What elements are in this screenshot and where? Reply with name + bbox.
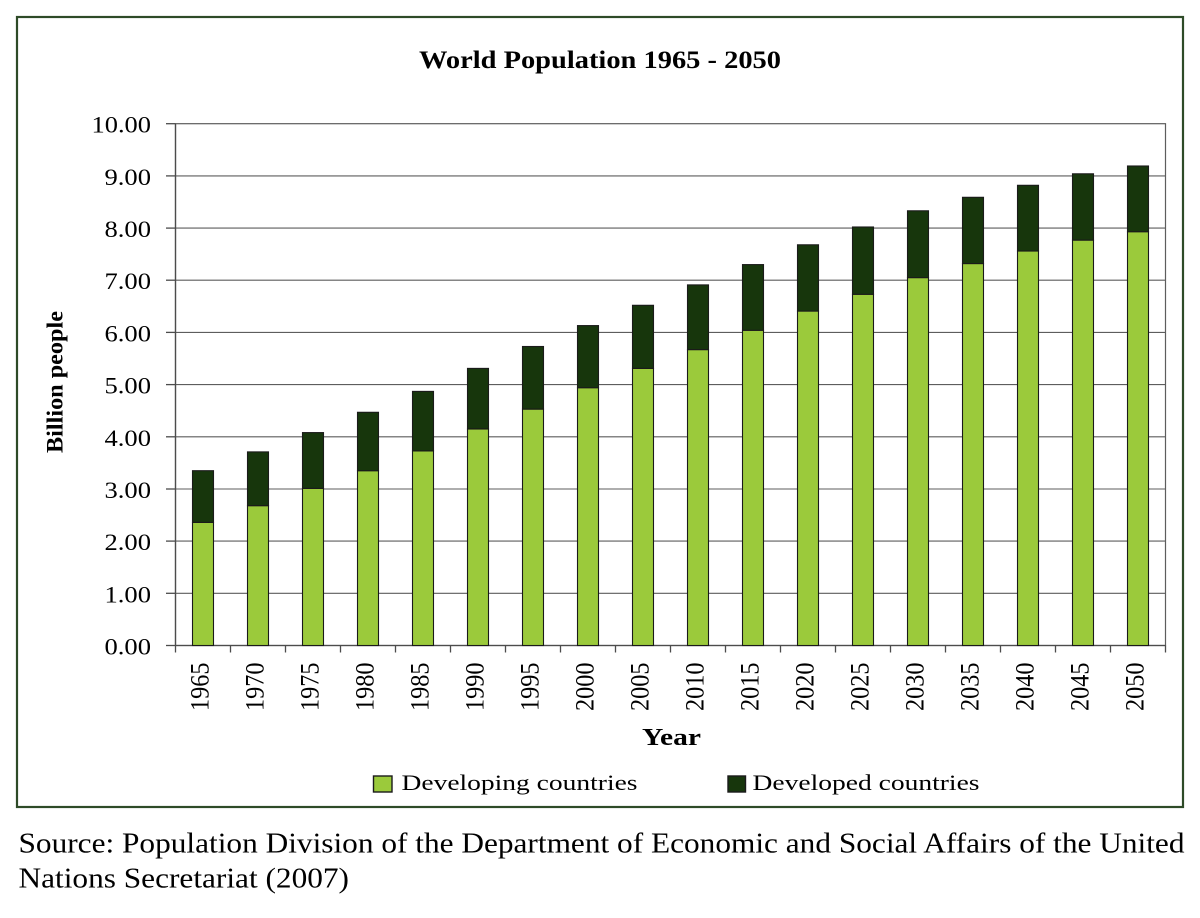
- svg-text:2020: 2020: [791, 663, 819, 712]
- svg-text:2000: 2000: [571, 663, 599, 712]
- svg-text:Developed countries: Developed countries: [753, 770, 980, 795]
- svg-text:2005: 2005: [626, 663, 654, 712]
- svg-text:1.00: 1.00: [105, 582, 152, 608]
- svg-text:2025: 2025: [846, 663, 874, 712]
- svg-text:5.00: 5.00: [105, 374, 152, 400]
- svg-text:3.00: 3.00: [105, 478, 152, 504]
- svg-text:Year: Year: [642, 725, 701, 751]
- svg-text:Billion people: Billion people: [43, 311, 68, 453]
- svg-text:9.00: 9.00: [105, 165, 152, 191]
- svg-text:4.00: 4.00: [105, 426, 152, 452]
- svg-text:1995: 1995: [516, 663, 544, 712]
- svg-text:1990: 1990: [461, 663, 489, 712]
- svg-text:Nations Secretariat (2007): Nations Secretariat (2007): [19, 863, 350, 895]
- svg-text:1970: 1970: [241, 663, 269, 712]
- svg-text:World Population 1965 - 2050: World Population 1965 - 2050: [419, 47, 781, 74]
- svg-text:1965: 1965: [186, 663, 214, 712]
- svg-text:2040: 2040: [1011, 663, 1039, 712]
- svg-text:2050: 2050: [1121, 663, 1149, 712]
- svg-text:2045: 2045: [1066, 663, 1094, 712]
- svg-text:1980: 1980: [351, 663, 379, 712]
- svg-text:2010: 2010: [681, 663, 709, 712]
- svg-text:0.00: 0.00: [105, 635, 152, 661]
- svg-text:2035: 2035: [956, 663, 984, 712]
- svg-text:8.00: 8.00: [105, 217, 152, 243]
- svg-text:10.00: 10.00: [92, 113, 152, 139]
- svg-text:1975: 1975: [296, 663, 324, 712]
- svg-text:2030: 2030: [901, 663, 929, 712]
- svg-text:Developing countries: Developing countries: [402, 770, 638, 795]
- svg-text:7.00: 7.00: [105, 269, 152, 295]
- svg-text:6.00: 6.00: [105, 321, 152, 347]
- svg-text:Source: Population Division of: Source: Population Division of the Depar…: [19, 828, 1186, 860]
- svg-text:2015: 2015: [736, 663, 764, 712]
- svg-text:1985: 1985: [406, 663, 434, 712]
- svg-text:2.00: 2.00: [105, 530, 152, 556]
